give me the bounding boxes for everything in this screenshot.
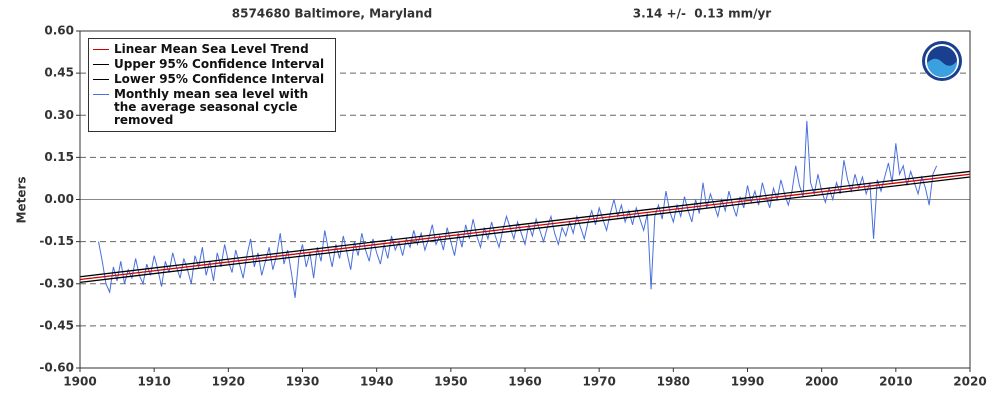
- chart-title: 8574680 Baltimore, Maryland: [232, 7, 433, 21]
- series-line: [98, 120, 938, 298]
- x-tick-label: 2020: [953, 375, 986, 389]
- y-axis-label: Meters: [15, 176, 29, 223]
- legend-item: Upper 95% Confidence Interval: [93, 58, 331, 71]
- legend-label: Lower 95% Confidence Interval: [114, 72, 325, 86]
- legend-swatch: [93, 49, 109, 50]
- legend-swatch: [93, 64, 109, 65]
- x-tick-label: 1980: [657, 375, 690, 389]
- plot-frame: [79, 30, 971, 369]
- series-line: [80, 173, 970, 281]
- x-tick-label: 1900: [63, 375, 96, 389]
- y-tick-label: 0.00: [44, 192, 74, 206]
- y-tick-label: 0.60: [44, 24, 74, 38]
- legend: Linear Mean Sea Level Trend Upper 95% Con…: [88, 38, 336, 132]
- y-tick-label: -0.30: [39, 276, 74, 290]
- y-tick-label: 0.45: [44, 66, 74, 80]
- series-line: [80, 176, 970, 283]
- x-tick-label: 1950: [434, 375, 467, 389]
- y-tick-label: 0.30: [44, 108, 74, 122]
- legend-swatch: [93, 94, 109, 95]
- legend-label: Linear Mean Sea Level Trend: [114, 42, 309, 56]
- legend-item: Lower 95% Confidence Interval: [93, 73, 331, 86]
- x-tick-label: 2000: [805, 375, 838, 389]
- legend-label: Monthly mean sea level with the average …: [114, 87, 309, 127]
- legend-label: Upper 95% Confidence Interval: [114, 57, 325, 71]
- chart-subtitle: 3.14 +/- 0.13 mm/yr: [633, 7, 772, 21]
- x-tick-label: 2010: [879, 375, 912, 389]
- x-tick-label: 1930: [286, 375, 319, 389]
- y-tick-label: -0.15: [39, 234, 74, 248]
- x-tick-label: 1940: [360, 375, 393, 389]
- y-tick-label: -0.45: [39, 318, 74, 332]
- y-tick-label: 0.15: [44, 150, 74, 164]
- legend-item: Monthly mean sea level with the average …: [93, 88, 331, 127]
- logo-wave: [927, 58, 958, 78]
- y-tick-label: -0.60: [39, 361, 74, 375]
- x-tick-label: 1990: [731, 375, 764, 389]
- series-line: [80, 170, 970, 278]
- x-tick-label: 1970: [582, 375, 615, 389]
- legend-item: Linear Mean Sea Level Trend: [93, 43, 331, 56]
- x-tick-label: 1920: [212, 375, 245, 389]
- legend-swatch: [93, 79, 109, 80]
- x-tick-label: 1960: [508, 375, 541, 389]
- x-tick-label: 1910: [137, 375, 170, 389]
- noaa-logo: [922, 41, 962, 81]
